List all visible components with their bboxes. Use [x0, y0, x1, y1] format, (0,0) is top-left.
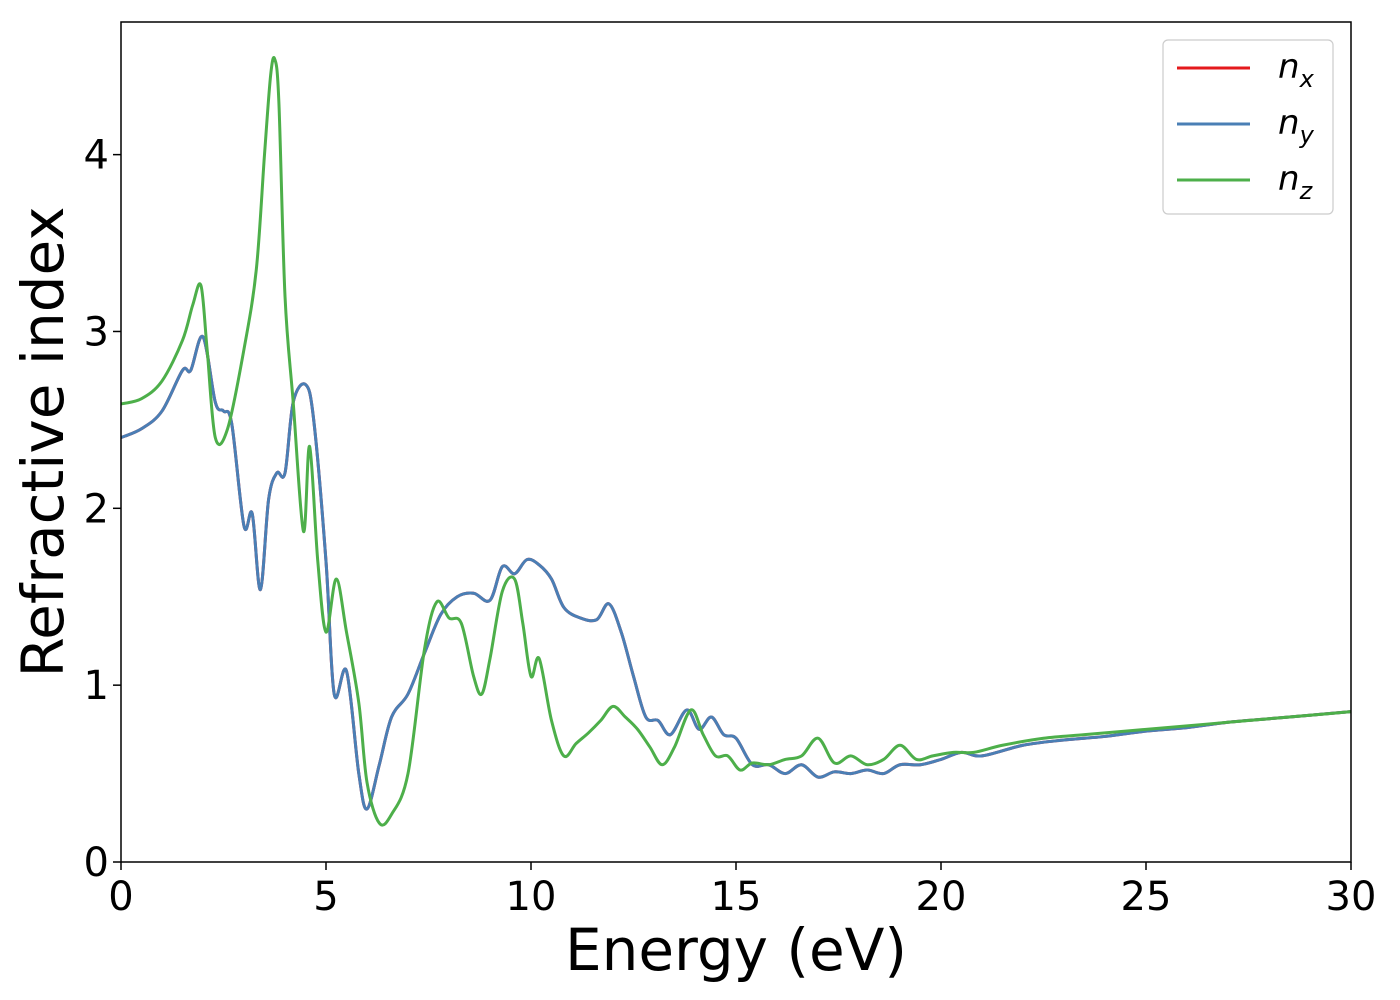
- x-tick-label: 25: [1121, 874, 1172, 920]
- x-tick-label: 5: [313, 874, 338, 920]
- x-tick-label: 15: [711, 874, 762, 920]
- x-axis-label: Energy (eV): [565, 916, 907, 984]
- y-tick-label: 0: [84, 840, 109, 886]
- y-axis-label: Refractive index: [9, 206, 77, 677]
- y-tick-label: 4: [84, 133, 109, 179]
- series-line-y: [121, 334, 1351, 811]
- legend-box: [1162, 39, 1334, 215]
- x-tick-label: 0: [108, 874, 133, 920]
- legend-label-z: nz: [1278, 159, 1314, 205]
- legend-label-y: ny: [1278, 103, 1315, 149]
- legend: nx ny nz: [1162, 39, 1334, 215]
- y-tick-label: 2: [84, 486, 109, 532]
- x-tick-label: 10: [506, 874, 557, 920]
- series-line-z: [121, 56, 1351, 827]
- x-tick-label: 30: [1326, 874, 1377, 920]
- series-layer: [121, 56, 1351, 827]
- y-axis-ticks: 0 1 2 3 4: [84, 133, 121, 886]
- x-axis-ticks: 0 5 10 15 20 25 30: [108, 862, 1376, 920]
- y-tick-label: 3: [84, 309, 109, 355]
- x-tick-label: 20: [916, 874, 967, 920]
- legend-label-x: nx: [1278, 47, 1315, 93]
- y-tick-label: 1: [84, 663, 109, 709]
